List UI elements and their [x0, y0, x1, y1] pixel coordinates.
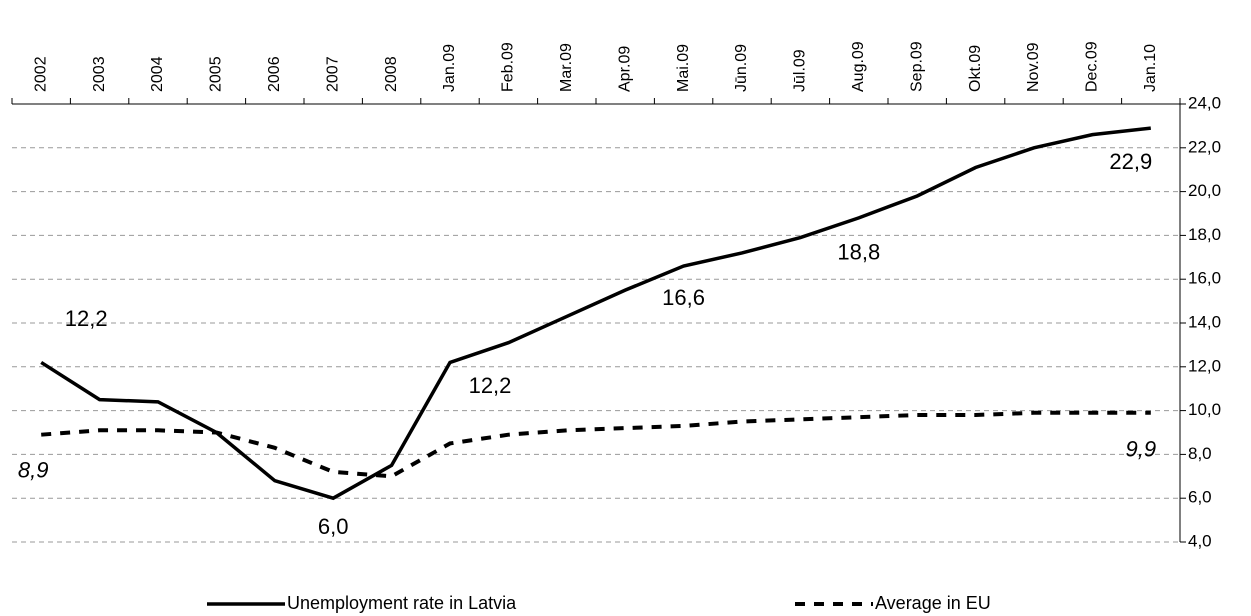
x-tick-label: Jūl.09	[792, 49, 809, 92]
y-tick-label: 8,0	[1188, 444, 1212, 463]
x-tick-label: 2003	[91, 56, 108, 92]
data-label: 18,8	[837, 240, 880, 265]
y-tick-label: 6,0	[1188, 488, 1212, 507]
y-tick-label: 24,0	[1188, 93, 1221, 112]
x-tick-label: 2008	[383, 56, 400, 92]
x-tick-label: Feb.09	[500, 42, 517, 92]
data-label: 22,9	[1109, 149, 1152, 174]
y-tick-label: 10,0	[1188, 400, 1221, 419]
x-tick-label: Jan.10	[1142, 44, 1159, 92]
y-tick-label: 22,0	[1188, 137, 1221, 156]
x-tick-label: Apr.09	[616, 46, 633, 92]
x-tick-label: Dec.09	[1084, 41, 1101, 92]
data-label: 9,9	[1126, 437, 1157, 462]
y-tick-label: 14,0	[1188, 312, 1221, 331]
x-tick-label: Mai.09	[675, 44, 692, 92]
x-tick-label: Mar.09	[558, 43, 575, 92]
legend-label: Average in EU	[875, 593, 991, 613]
x-tick-label: Okt.09	[967, 45, 984, 92]
x-tick-label: Jan.09	[441, 44, 458, 92]
data-label: 12,2	[65, 306, 108, 331]
x-tick-label: 2006	[266, 56, 283, 92]
x-tick-label: Sep.09	[908, 41, 925, 92]
x-tick-label: Aug.09	[850, 41, 867, 92]
x-tick-label: 2005	[208, 56, 225, 92]
x-tick-label: Jūn.09	[733, 44, 750, 92]
data-label: 12,2	[469, 373, 512, 398]
y-tick-label: 16,0	[1188, 269, 1221, 288]
data-label: 6,0	[318, 514, 349, 539]
y-tick-label: 20,0	[1188, 181, 1221, 200]
series-line	[41, 410, 1151, 479]
y-tick-label: 4,0	[1188, 531, 1212, 550]
x-tick-label: 2007	[324, 56, 341, 92]
y-tick-label: 12,0	[1188, 356, 1221, 375]
y-tick-label: 18,0	[1188, 225, 1221, 244]
x-tick-label: 2004	[149, 56, 166, 92]
data-label: 8,9	[18, 458, 49, 483]
data-label: 16,6	[662, 285, 705, 310]
x-tick-label: 2002	[32, 56, 49, 92]
x-tick-label: Nov.09	[1025, 42, 1042, 92]
series-line	[40, 126, 1151, 501]
legend-label: Unemployment rate in Latvia	[287, 593, 517, 613]
